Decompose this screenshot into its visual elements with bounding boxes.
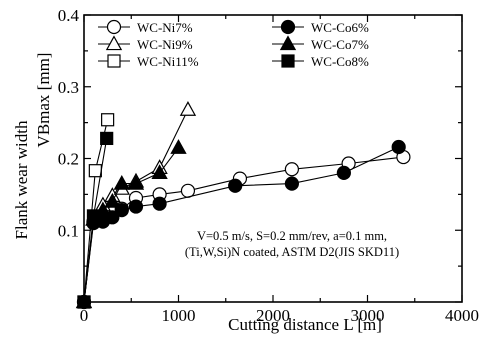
x-tick-label: 1000: [162, 306, 196, 325]
data-point: [127, 174, 145, 190]
annotation-line-1: V=0.5 m/s, S=0.2 mm/rev, a=0.1 mm,: [197, 229, 387, 243]
series-layer: [75, 101, 411, 310]
series-wc-co6-: [76, 139, 406, 310]
legend-marker: [281, 54, 295, 68]
series-line: [83, 146, 399, 303]
data-point: [284, 176, 299, 191]
legend-marker: [105, 35, 123, 51]
data-point: [228, 178, 243, 193]
y-tick-label: 0.2: [58, 150, 79, 169]
data-point: [128, 199, 144, 214]
y-axis-label-line1: Flank wear width: [12, 120, 31, 239]
legend-item: WC-Co8%: [272, 54, 369, 69]
data-point: [336, 165, 351, 180]
y-tick-labels: 0.1 0.2 0.3 0.4: [58, 6, 80, 240]
y-axis-label-line2: VBmax [mm]: [34, 53, 53, 148]
x-tick-label: 2000: [256, 306, 290, 325]
annotation-line-2: (Ti,W,Si)N coated, ASTM D2(JIS SKD11): [185, 245, 399, 259]
data-point: [391, 139, 406, 155]
legend-marker: [280, 19, 296, 35]
legend-item: WC-Co6%: [272, 19, 369, 35]
data-point: [151, 164, 168, 180]
legend-item: WC-Co7%: [272, 35, 369, 52]
x-axis-label: Cutting distance L [m]: [228, 315, 382, 334]
x-tick-label: 4000: [445, 306, 479, 325]
y-tick-label: 0.1: [58, 221, 79, 240]
data-point: [100, 131, 114, 146]
legend-label: WC-Co8%: [311, 54, 369, 69]
legend-label: WC-Ni7%: [137, 20, 193, 35]
data-point: [152, 196, 167, 211]
x-tick-labels: 0 1000 2000 3000 4000: [80, 306, 479, 325]
data-point: [179, 101, 197, 116]
data-point: [86, 209, 101, 223]
legend-marker: [106, 19, 122, 35]
legend-marker: [279, 35, 297, 51]
data-point: [113, 174, 130, 190]
legend: WC-Ni7% WC-Ni9% WC-Ni11% WC-Co6% WC-Co7% WC-C…: [98, 19, 369, 69]
data-point: [180, 183, 196, 198]
legend-item: WC-Ni11%: [98, 54, 199, 69]
x-tick-label: 3000: [351, 306, 385, 325]
legend-item: WC-Ni7%: [98, 19, 193, 35]
legend-marker: [107, 54, 121, 68]
data-point: [284, 162, 299, 177]
plot-area: [83, 14, 463, 303]
data-point: [77, 295, 91, 309]
legend-label: WC-Co7%: [311, 37, 369, 52]
data-point: [88, 164, 102, 178]
series-wc-co8-: [77, 131, 114, 309]
y-tick-label: 0.3: [58, 78, 79, 97]
data-point: [170, 139, 187, 154]
legend-label: WC-Ni9%: [137, 37, 193, 52]
y-tick-label: 0.4: [58, 6, 80, 25]
data-point: [104, 192, 121, 208]
data-point: [101, 113, 115, 127]
legend-label: WC-Ni11%: [137, 54, 199, 69]
legend-label: WC-Co6%: [311, 20, 369, 35]
legend-item: WC-Ni9%: [98, 35, 193, 52]
x-tick-label: 0: [80, 306, 89, 325]
